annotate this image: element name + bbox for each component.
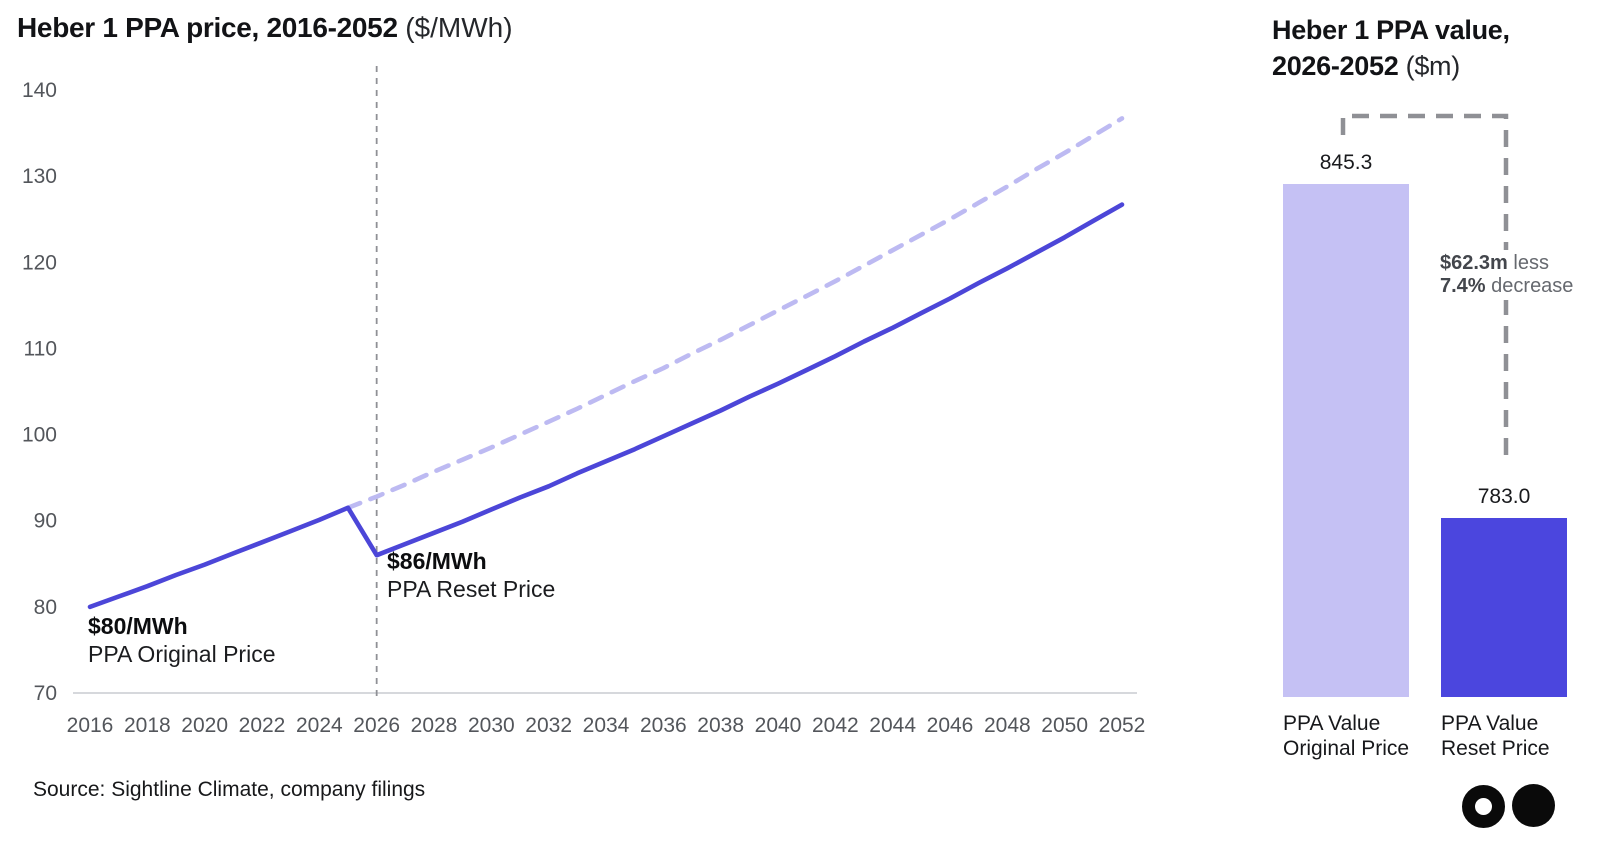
right-chart-title-line1: Heber 1 PPA value, bbox=[1272, 15, 1510, 45]
difference-amount-rest: less bbox=[1513, 252, 1549, 274]
right-chart-title-line2: 2026-2052 bbox=[1272, 51, 1399, 81]
annotation-original-price-label: PPA Original Price bbox=[88, 641, 276, 667]
right-chart-title-unit: ($m) bbox=[1405, 51, 1461, 81]
difference-amount: $62.3m bbox=[1440, 252, 1508, 274]
bar-category-original-line1: PPA Value bbox=[1283, 712, 1381, 735]
y-axis-tick-label: 140 bbox=[22, 79, 57, 102]
bar-ppa-value-original bbox=[1283, 184, 1409, 697]
y-axis-tick-label: 120 bbox=[22, 251, 57, 274]
x-axis-tick-label: 2040 bbox=[755, 714, 802, 737]
x-axis-tick-label: 2042 bbox=[812, 714, 859, 737]
x-axis-tick-label: 2020 bbox=[181, 714, 228, 737]
bar-category-reset-line2: Reset Price bbox=[1441, 737, 1550, 760]
x-axis-tick-label: 2032 bbox=[525, 714, 572, 737]
x-axis-tick-label: 2044 bbox=[869, 714, 916, 737]
y-axis-tick-label: 90 bbox=[34, 510, 57, 533]
bar-value-reset: 783.0 bbox=[1477, 485, 1531, 508]
source-note: Source: Sightline Climate, company filin… bbox=[33, 778, 426, 801]
y-axis-tick-label: 110 bbox=[24, 337, 57, 360]
annotation-reset-price: $86/MWh PPA Reset Price bbox=[387, 547, 555, 603]
y-axis-tick-label: 80 bbox=[34, 596, 57, 619]
x-axis-tick-label: 2052 bbox=[1099, 714, 1146, 737]
x-axis-tick-label: 2022 bbox=[239, 714, 286, 737]
difference-note: $62.3m less 7.4% decrease bbox=[1440, 250, 1578, 300]
bar-value-original: 845.3 bbox=[1319, 151, 1373, 174]
y-axis-tick-label: 100 bbox=[22, 424, 57, 447]
bar-category-reset-line1: PPA Value bbox=[1441, 712, 1539, 735]
x-axis-tick-label: 2046 bbox=[927, 714, 974, 737]
bar-ppa-value-reset bbox=[1441, 518, 1567, 697]
annotation-reset-price-label: PPA Reset Price bbox=[387, 576, 556, 602]
x-axis-tick-label: 2034 bbox=[583, 714, 630, 737]
x-axis-tick-label: 2048 bbox=[984, 714, 1031, 737]
y-axis-tick-label: 130 bbox=[22, 165, 57, 188]
x-axis-tick-label: 2036 bbox=[640, 714, 687, 737]
annotation-original-price-value: $80/MWh bbox=[88, 613, 188, 639]
x-axis-tick-label: 2016 bbox=[67, 714, 114, 737]
difference-percent-rest: decrease bbox=[1491, 275, 1574, 297]
projection-line-dashed bbox=[345, 116, 1125, 511]
y-axis-tick-label: 70 bbox=[34, 682, 57, 705]
annotation-original-price: $80/MWh PPA Original Price bbox=[88, 612, 275, 668]
difference-percent: 7.4% bbox=[1440, 275, 1486, 297]
left-chart-title: Heber 1 PPA price, 2016-2052 ($/MWh) bbox=[17, 12, 513, 44]
x-axis-tick-label: 2024 bbox=[296, 714, 343, 737]
x-axis-tick-label: 2026 bbox=[353, 714, 400, 737]
x-axis-tick-label: 2028 bbox=[411, 714, 458, 737]
filled-circle-icon bbox=[1512, 784, 1555, 827]
x-axis-tick-label: 2038 bbox=[697, 714, 744, 737]
price-line-solid bbox=[87, 202, 1125, 610]
x-axis-tick-label: 2050 bbox=[1041, 714, 1088, 737]
annotation-reset-price-value: $86/MWh bbox=[387, 548, 487, 574]
two-circles-logo bbox=[1462, 784, 1562, 828]
bar-category-original: PPA Value Original Price bbox=[1283, 711, 1409, 761]
ppa-price-line-chart: 70 80 90 100 110 120 130 140 2016 2018 2020 2022 202… bbox=[22, 66, 1146, 737]
left-chart-title-text: Heber 1 PPA price, 2016-2052 bbox=[17, 12, 398, 43]
right-chart-title: Heber 1 PPA value, 2026-2052 ($m) bbox=[1272, 12, 1592, 84]
x-axis-tick-label: 2018 bbox=[124, 714, 171, 737]
bar-category-original-line2: Original Price bbox=[1283, 737, 1410, 760]
x-axis-tick-label: 2030 bbox=[468, 714, 515, 737]
ring-circle-icon bbox=[1462, 785, 1505, 828]
left-chart-title-unit: ($/MWh) bbox=[405, 12, 513, 43]
bar-category-reset: PPA Value Reset Price bbox=[1441, 711, 1550, 761]
